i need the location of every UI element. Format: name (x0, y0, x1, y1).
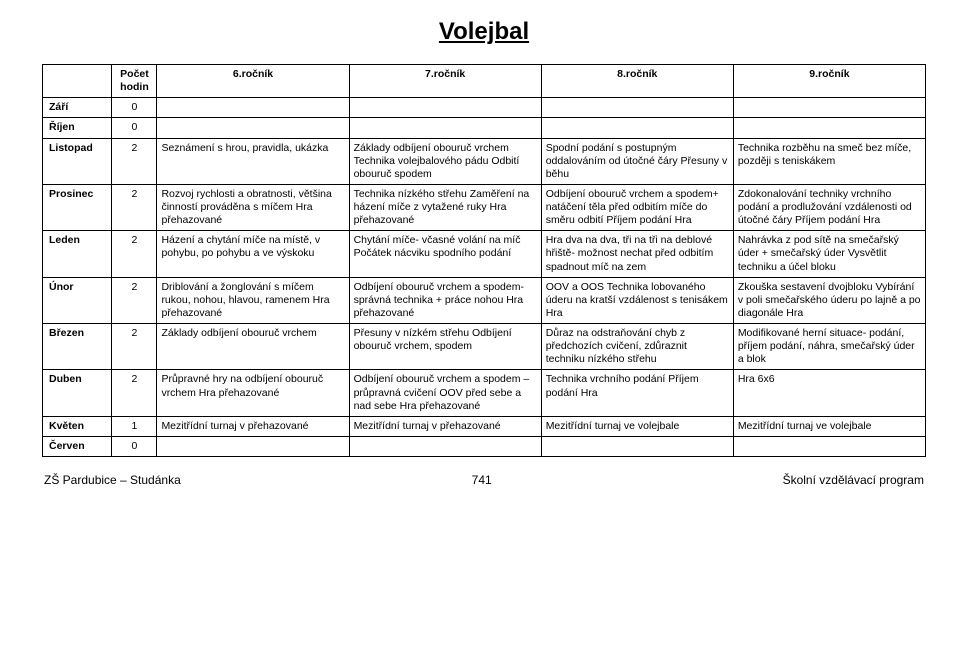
cell-g6: Rozvoj rychlosti a obratnosti, většina č… (157, 184, 349, 230)
hours-cell: 0 (112, 98, 157, 118)
cell-g7: Mezitřídní turnaj v přehazované (349, 416, 541, 436)
curriculum-table: Počet hodin 6.ročník 7.ročník 8.ročník 9… (42, 64, 926, 457)
footer: ZŠ Pardubice – Studánka 741 Školní vzděl… (42, 473, 926, 487)
footer-right: Školní vzdělávací program (783, 473, 924, 487)
cell-g9: Zdokonalování techniky vrchního podání a… (733, 184, 925, 230)
cell-g7: Technika nízkého střehu Zaměření na háze… (349, 184, 541, 230)
cell-g9: Modifikované herní situace- podání, příj… (733, 324, 925, 370)
hours-cell: 2 (112, 324, 157, 370)
table-row: Únor2Driblování a žonglování s míčem ruk… (43, 277, 926, 323)
hours-cell: 2 (112, 184, 157, 230)
table-row: Listopad2Seznámení s hrou, pravidla, uká… (43, 138, 926, 184)
month-cell: Duben (43, 370, 112, 416)
cell-g8 (541, 98, 733, 118)
cell-g9: Nahrávka z pod sítě na smečařský úder + … (733, 231, 925, 277)
col-header-month (43, 65, 112, 98)
col-header-g7: 7.ročník (349, 65, 541, 98)
cell-g8 (541, 118, 733, 138)
cell-g7: Chytání míče- včasné volání na míč Počát… (349, 231, 541, 277)
table-row: Květen1Mezitřídní turnaj v přehazovanéMe… (43, 416, 926, 436)
cell-g6: Základy odbíjení obouruč vrchem (157, 324, 349, 370)
cell-g8: Hra dva na dva, tři na tři na deblové hř… (541, 231, 733, 277)
cell-g8 (541, 436, 733, 456)
footer-center: 741 (472, 473, 492, 487)
cell-g8: Odbíjení obouruč vrchem a spodem+ natáče… (541, 184, 733, 230)
cell-g9: Hra 6x6 (733, 370, 925, 416)
cell-g9: Mezitřídní turnaj ve volejbale (733, 416, 925, 436)
cell-g8: Technika vrchního podání Příjem podání H… (541, 370, 733, 416)
col-header-g8: 8.ročník (541, 65, 733, 98)
cell-g7 (349, 98, 541, 118)
cell-g7: Základy odbíjení obouruč vrchem Technika… (349, 138, 541, 184)
col-header-hours: Počet hodin (112, 65, 157, 98)
cell-g6: Mezitřídní turnaj v přehazované (157, 416, 349, 436)
month-cell: Září (43, 98, 112, 118)
cell-g7: Přesuny v nízkém střehu Odbíjení obouruč… (349, 324, 541, 370)
table-row: Březen2Základy odbíjení obouruč vrchemPř… (43, 324, 926, 370)
cell-g6 (157, 98, 349, 118)
cell-g8: Důraz na odstraňování chyb z předchozích… (541, 324, 733, 370)
cell-g6: Driblování a žonglování s míčem rukou, n… (157, 277, 349, 323)
month-cell: Únor (43, 277, 112, 323)
hours-cell: 2 (112, 277, 157, 323)
month-cell: Červen (43, 436, 112, 456)
cell-g9 (733, 118, 925, 138)
hours-cell: 1 (112, 416, 157, 436)
hours-cell: 2 (112, 231, 157, 277)
cell-g9: Technika rozběhu na smeč bez míče, pozdě… (733, 138, 925, 184)
col-header-g9: 9.ročník (733, 65, 925, 98)
table-row: Září0 (43, 98, 926, 118)
cell-g9 (733, 436, 925, 456)
month-cell: Květen (43, 416, 112, 436)
table-head: Počet hodin 6.ročník 7.ročník 8.ročník 9… (43, 65, 926, 98)
cell-g7 (349, 436, 541, 456)
hours-cell: 2 (112, 370, 157, 416)
table-row: Prosinec2Rozvoj rychlosti a obratnosti, … (43, 184, 926, 230)
table-row: Leden2Házení a chytání míče na místě, v … (43, 231, 926, 277)
cell-g7: Odbíjení obouruč vrchem a spodem-správná… (349, 277, 541, 323)
table-body: Září0Říjen0Listopad2Seznámení s hrou, pr… (43, 98, 926, 457)
table-row: Říjen0 (43, 118, 926, 138)
cell-g6 (157, 118, 349, 138)
table-row: Duben2Průpravné hry na odbíjení obouruč … (43, 370, 926, 416)
month-cell: Říjen (43, 118, 112, 138)
footer-left: ZŠ Pardubice – Studánka (44, 473, 181, 487)
cell-g8: Spodní podání s postupným oddalováním od… (541, 138, 733, 184)
month-cell: Listopad (43, 138, 112, 184)
cell-g9: Zkouška sestavení dvojbloku Vybírání v p… (733, 277, 925, 323)
month-cell: Prosinec (43, 184, 112, 230)
month-cell: Leden (43, 231, 112, 277)
hours-cell: 2 (112, 138, 157, 184)
month-cell: Březen (43, 324, 112, 370)
cell-g8: OOV a OOS Technika lobovaného úderu na k… (541, 277, 733, 323)
cell-g9 (733, 98, 925, 118)
cell-g6: Házení a chytání míče na místě, v pohybu… (157, 231, 349, 277)
page: Volejbal Počet hodin 6.ročník 7.ročník 8… (0, 0, 960, 505)
cell-g6 (157, 436, 349, 456)
cell-g6: Průpravné hry na odbíjení obouruč vrchem… (157, 370, 349, 416)
hours-cell: 0 (112, 118, 157, 138)
cell-g6: Seznámení s hrou, pravidla, ukázka (157, 138, 349, 184)
table-row: Červen0 (43, 436, 926, 456)
cell-g7: Odbíjení obouruč vrchem a spodem – průpr… (349, 370, 541, 416)
col-header-g6: 6.ročník (157, 65, 349, 98)
hours-cell: 0 (112, 436, 157, 456)
cell-g8: Mezitřídní turnaj ve volejbale (541, 416, 733, 436)
cell-g7 (349, 118, 541, 138)
page-title: Volejbal (42, 18, 926, 46)
